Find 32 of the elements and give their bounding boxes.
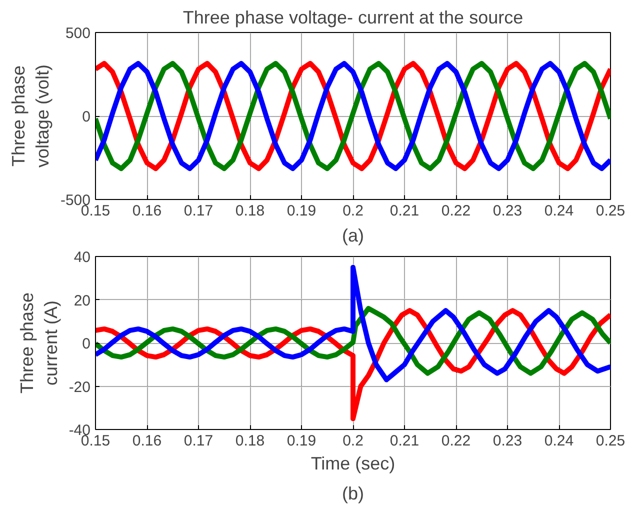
x-tick-label: 0.23 xyxy=(492,432,522,450)
x-tick-label: 0.24 xyxy=(544,202,574,220)
x-tick-label: 0.21 xyxy=(390,202,420,220)
x-tick-label: 0.16 xyxy=(132,432,162,450)
x-tick-label: 0.21 xyxy=(390,432,420,450)
y-tick-label: 0 xyxy=(82,336,90,352)
y-tick-label: 40 xyxy=(74,249,91,266)
x-tick-label: 0.18 xyxy=(235,202,265,220)
x-tick-label: 0.24 xyxy=(544,432,574,450)
x-axis-title: Time (sec) xyxy=(310,454,396,474)
y-axis-title: Three phase voltage (volt) xyxy=(8,64,52,168)
x-tick-label: 0.19 xyxy=(286,432,316,450)
x-tick-label: 0.2 xyxy=(342,432,364,450)
y-axis-title: Three phase current (A) xyxy=(16,292,61,394)
x-tick-label: 0.22 xyxy=(441,432,471,450)
x-tick-label: 0.16 xyxy=(132,202,162,220)
x-tick-label: 0.17 xyxy=(184,202,214,220)
y-tick-label: 20 xyxy=(74,292,91,310)
x-tick-label: 0.17 xyxy=(184,432,214,450)
x-tick-label: 0.19 xyxy=(286,202,316,220)
text: (b) xyxy=(342,484,364,504)
x-tick-label: 0.25 xyxy=(596,432,626,450)
x-tick-label: 0.22 xyxy=(441,202,471,220)
y-tick-label: -20 xyxy=(68,378,91,396)
y-tick-label: 500 xyxy=(65,25,91,42)
x-tick-label: 0.18 xyxy=(235,432,265,450)
y-tick-label: 0 xyxy=(82,108,90,126)
x-tick-label: 0.2 xyxy=(342,202,364,220)
text: (a) xyxy=(342,226,364,246)
x-tick-label: 0.25 xyxy=(596,202,626,220)
x-tick-label: 0.23 xyxy=(492,202,522,220)
chart-title: Three phase voltage- current at the source xyxy=(182,8,524,28)
